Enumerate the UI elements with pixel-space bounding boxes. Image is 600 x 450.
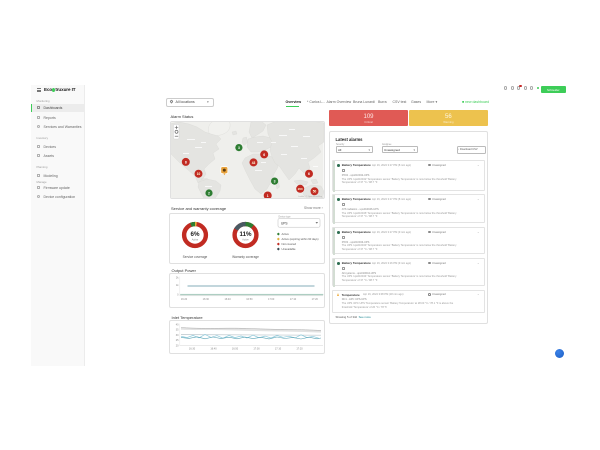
svg-text:Leaflet | © OpenStreetMap: Leaflet | © OpenStreetMap	[298, 195, 323, 198]
svg-text:16:40: 16:40	[224, 297, 231, 300]
svg-text:17:00: 17:00	[253, 348, 260, 351]
svg-text:Active (expiring within 90 day: Active (expiring within 90 days)	[282, 237, 319, 241]
svg-text:Service coverage: Service coverage	[183, 255, 208, 259]
svg-text:10: 10	[197, 172, 201, 176]
svg-text:30: 30	[176, 334, 179, 337]
svg-text:Warranty coverage: Warranty coverage	[232, 255, 259, 259]
svg-text:UPS: UPS	[281, 221, 288, 225]
svg-text:17:20: 17:20	[312, 297, 319, 300]
svg-text:Active: Active	[192, 238, 199, 241]
svg-text:17:10: 17:10	[275, 348, 282, 351]
svg-text:Device type: Device type	[279, 215, 292, 218]
svg-text:2k: 2k	[176, 276, 179, 279]
svg-text:6%: 6%	[191, 231, 200, 238]
svg-text:17:10: 17:10	[290, 297, 297, 300]
svg-text:16:30: 16:30	[203, 297, 210, 300]
svg-text:2: 2	[208, 191, 210, 195]
svg-text:Active: Active	[242, 238, 249, 241]
svg-text:3: 3	[274, 179, 276, 183]
svg-text:11%: 11%	[239, 231, 252, 238]
svg-text:16:20: 16:20	[181, 297, 188, 300]
svg-text:40: 40	[176, 323, 179, 326]
svg-text:17:20: 17:20	[296, 348, 303, 351]
svg-text:35: 35	[176, 329, 179, 332]
svg-text:8: 8	[185, 160, 187, 164]
svg-text:16:50: 16:50	[246, 297, 253, 300]
svg-text:25: 25	[176, 339, 179, 342]
svg-text:Unavailable: Unavailable	[282, 247, 297, 251]
svg-text:Not covered: Not covered	[282, 242, 297, 246]
svg-text:200: 200	[298, 187, 303, 191]
svg-text:6: 6	[263, 153, 265, 157]
svg-text:20: 20	[176, 345, 179, 348]
svg-text:1: 1	[267, 194, 269, 198]
svg-text:50: 50	[313, 190, 317, 194]
svg-text:17:00: 17:00	[268, 297, 275, 300]
svg-text:Active: Active	[282, 232, 290, 236]
svg-text:0: 0	[177, 293, 179, 296]
svg-text:16:40: 16:40	[210, 348, 217, 351]
svg-text:16:30: 16:30	[189, 348, 196, 351]
svg-text:16:50: 16:50	[232, 348, 239, 351]
svg-text:3: 3	[238, 146, 240, 150]
svg-text:1k: 1k	[176, 284, 179, 287]
svg-text:43: 43	[252, 161, 256, 165]
svg-text:6: 6	[308, 172, 310, 176]
